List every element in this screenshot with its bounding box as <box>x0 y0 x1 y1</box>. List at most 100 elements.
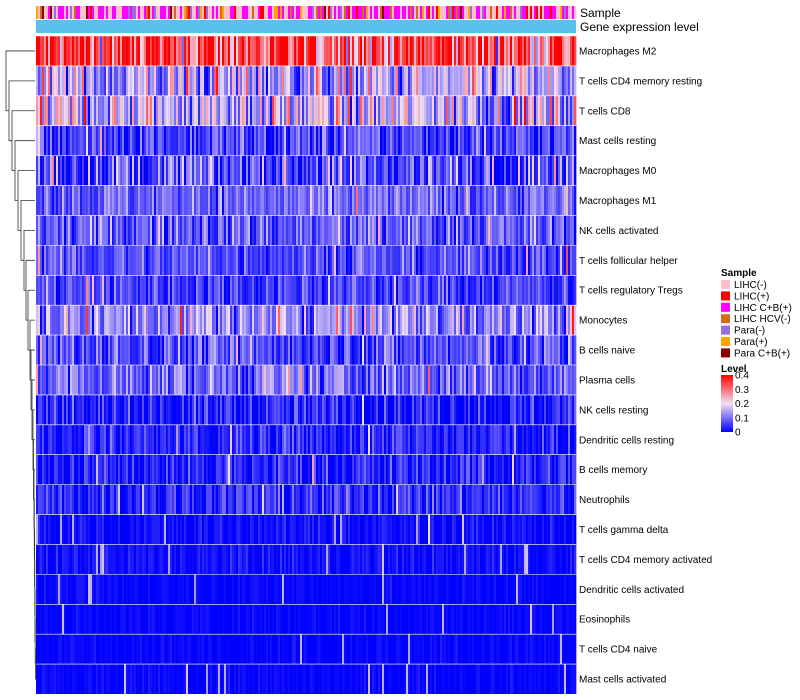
heatmap-cell <box>548 275 551 306</box>
heatmap-cell <box>418 365 421 395</box>
heatmap-cell <box>568 394 571 425</box>
heatmap-cell <box>158 185 161 216</box>
heatmap-cell <box>38 394 41 425</box>
heatmap-cell <box>280 185 283 216</box>
heatmap-cell <box>218 155 221 186</box>
heatmap-cell <box>132 155 135 186</box>
heatmap-cell <box>390 245 393 276</box>
heatmap-cell <box>86 36 89 66</box>
heatmap-cell <box>458 95 461 126</box>
heatmap-cell <box>526 335 529 365</box>
heatmap-cell <box>296 275 299 306</box>
heatmap-cell <box>414 424 417 455</box>
heatmap-cell <box>204 215 207 246</box>
heatmap-cell <box>560 36 563 66</box>
heatmap-cell <box>340 95 343 126</box>
heatmap-cell <box>190 275 193 306</box>
heatmap-cell <box>70 335 73 365</box>
heatmap-cell <box>196 484 199 515</box>
heatmap-cell <box>494 275 497 306</box>
heatmap-cell <box>178 185 181 216</box>
heatmap-cell <box>288 484 291 515</box>
heatmap-cell <box>144 335 147 365</box>
heatmap-cell <box>198 245 201 276</box>
heatmap-cell <box>118 335 121 365</box>
sample-annotation-cell <box>220 6 223 19</box>
heatmap-cell <box>484 36 487 66</box>
heatmap-cell <box>214 335 217 365</box>
heatmap-cell <box>460 125 463 156</box>
heatmap-cell <box>236 65 239 96</box>
heatmap-cell <box>258 65 261 96</box>
heatmap-cell <box>176 36 179 66</box>
heatmap-cell <box>132 335 135 365</box>
heatmap-cell <box>150 365 153 395</box>
heatmap-cell <box>416 65 419 96</box>
heatmap-cell <box>150 335 153 365</box>
heatmap-cell <box>126 36 129 66</box>
heatmap-cell <box>302 514 305 545</box>
heatmap-cell <box>558 155 561 186</box>
heatmap-cell <box>324 125 327 156</box>
heatmap-cell <box>498 65 501 96</box>
heatmap-cell <box>254 155 257 186</box>
heatmap-cell <box>204 275 207 306</box>
heatmap-cell <box>216 394 219 425</box>
heatmap-cell <box>460 394 463 425</box>
heatmap-cell <box>488 245 491 276</box>
heatmap-cell <box>186 394 189 425</box>
heatmap-cell <box>426 185 429 216</box>
sample-annotation-cell <box>476 6 479 19</box>
heatmap-cell <box>560 275 563 306</box>
heatmap-cell <box>470 215 473 246</box>
heatmap-cell <box>160 215 163 246</box>
heatmap-cell <box>416 484 419 515</box>
heatmap-cell <box>350 95 353 126</box>
heatmap-cell <box>114 394 117 425</box>
heatmap-cell <box>126 365 129 395</box>
heatmap-cell <box>112 484 115 515</box>
heatmap-cell <box>454 185 457 216</box>
heatmap-cell <box>198 155 201 186</box>
heatmap-cell <box>326 305 329 336</box>
heatmap-cell <box>146 305 149 336</box>
heatmap-cell <box>100 275 103 306</box>
heatmap-cell <box>244 65 247 96</box>
heatmap-cell <box>426 95 429 126</box>
heatmap-cell <box>330 365 333 395</box>
heatmap-cell <box>406 155 409 186</box>
heatmap-cell <box>400 275 403 306</box>
heatmap-cell <box>184 305 187 336</box>
heatmap-cell <box>568 36 571 66</box>
heatmap-cell <box>290 484 293 515</box>
heatmap-cell <box>82 335 85 365</box>
heatmap-cell <box>70 95 73 126</box>
heatmap-cell <box>328 335 331 365</box>
heatmap-cell <box>290 65 293 96</box>
heatmap-cell <box>186 36 189 66</box>
heatmap-cell <box>44 245 47 276</box>
heatmap-cell <box>448 394 451 425</box>
heatmap-cell <box>488 424 491 455</box>
heatmap-cell <box>330 36 333 66</box>
heatmap-cell <box>560 65 563 96</box>
heatmap-cell <box>228 245 231 276</box>
heatmap-cell <box>538 424 541 455</box>
heatmap-cell <box>260 365 263 395</box>
heatmap-cell <box>260 335 263 365</box>
heatmap-cell <box>322 424 325 455</box>
sample-annotation-cell <box>56 6 59 19</box>
heatmap-cell <box>232 125 235 156</box>
heatmap-cell <box>512 155 515 186</box>
heatmap-cell <box>510 65 513 96</box>
heatmap-cell <box>188 36 191 66</box>
heatmap-cell <box>122 365 125 395</box>
heatmap-cell <box>552 95 555 126</box>
heatmap-cell <box>436 65 439 96</box>
heatmap-cell <box>400 514 403 545</box>
heatmap-cell <box>434 305 437 336</box>
heatmap-cell <box>458 36 461 66</box>
heatmap-cell <box>334 185 337 216</box>
heatmap-cell <box>444 65 447 96</box>
heatmap-cell <box>566 454 569 485</box>
